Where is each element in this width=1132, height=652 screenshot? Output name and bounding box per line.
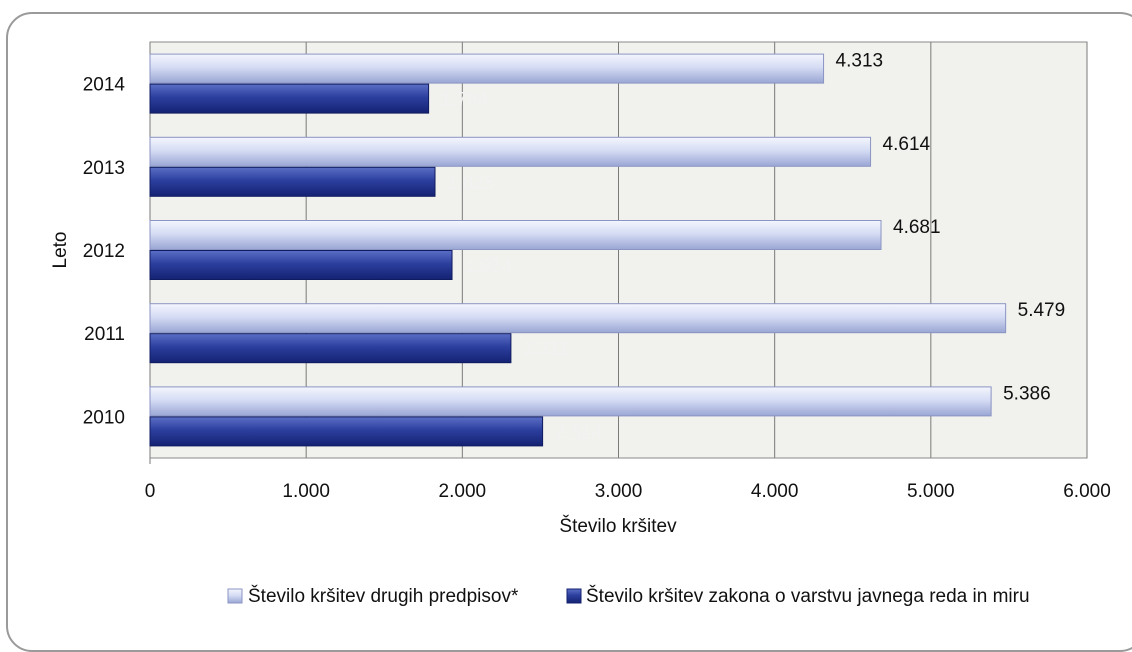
x-tick-label: 2.000 [439, 481, 487, 502]
data-label: 4.313 [836, 51, 884, 72]
x-tick-label: 5.000 [907, 481, 955, 502]
data-label: 2.311 [523, 339, 569, 360]
y-tick-label: 2013 [83, 158, 125, 179]
legend-swatch-light [227, 588, 243, 604]
x-axis-title: Število kršitev [559, 515, 677, 537]
bar-other-regulations [149, 136, 872, 167]
data-label: 1.934 [464, 256, 512, 277]
bar-public-order-law [149, 250, 453, 280]
bar-other-regulations [149, 386, 992, 417]
x-tick-label: 4.000 [751, 481, 799, 502]
x-tick-labels: 0 1.000 2.000 3.000 4.000 5.000 6.000 [145, 481, 1111, 502]
bar-public-order-law [149, 333, 512, 364]
bar-chart: 5.386 2.514 5.479 2.311 4.681 1.934 4.614 1.825… [50, 41, 1111, 607]
y-axis-title: Leto [50, 232, 71, 269]
legend-label-dark: Število kršitev zakona o varstvu javnega… [586, 585, 1030, 607]
data-labels: 5.386 2.514 5.479 2.311 4.681 1.934 4.614 1.825… [441, 51, 1066, 444]
y-tick-label: 2011 [84, 324, 125, 345]
bar-other-regulations [149, 53, 825, 84]
x-tick-label: 6.000 [1063, 481, 1111, 502]
bar-public-order-law [149, 166, 436, 197]
data-label: 1.784 [441, 90, 489, 111]
x-tick-label: 1.000 [282, 481, 330, 502]
y-tick-label: 2014 [83, 75, 126, 96]
y-tick-label: 2012 [83, 241, 125, 262]
data-label: 2.514 [555, 422, 603, 443]
data-label: 5.479 [1018, 300, 1066, 321]
x-tick-label: 0 [145, 481, 156, 502]
legend-swatch-dark [566, 588, 582, 604]
legend-label-light: Število kršitev drugih predpisov* [248, 585, 519, 607]
bar-other-regulations [149, 303, 1007, 334]
bars [149, 53, 1007, 447]
data-label: 4.614 [883, 134, 931, 155]
legend: Število kršitev drugih predpisov* Števil… [227, 585, 1030, 607]
data-label: 1.825 [447, 173, 495, 194]
bar-other-regulations [149, 220, 882, 250]
bar-public-order-law [149, 416, 544, 447]
bar-public-order-law [149, 83, 430, 114]
data-label: 4.681 [893, 217, 941, 238]
x-tick-label: 3.000 [595, 481, 643, 502]
y-tick-labels: 2010 2011 2012 2013 2014 [83, 75, 126, 429]
y-tick-label: 2010 [83, 407, 125, 428]
data-label: 5.386 [1003, 383, 1051, 404]
